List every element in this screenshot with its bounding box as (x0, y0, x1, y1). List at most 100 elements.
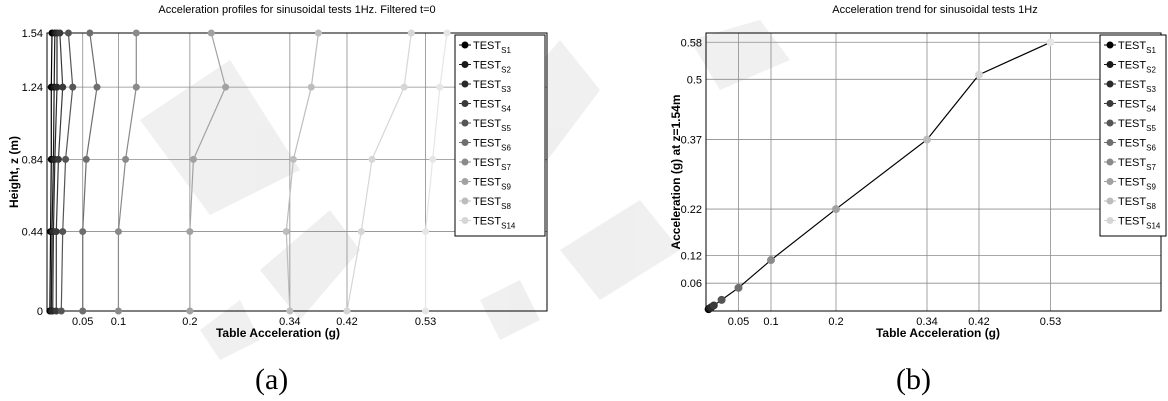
legend-marker (461, 41, 469, 49)
series-s9 (186, 29, 230, 315)
legend-label: TESTS8 (473, 196, 511, 211)
data-point (286, 307, 294, 315)
data-point (69, 83, 77, 91)
legend-marker (461, 158, 469, 166)
x-tick-label: 0.53 (415, 316, 436, 328)
legend-label: TESTS4 (1118, 99, 1156, 114)
data-point (222, 83, 230, 91)
legend-marker (1106, 158, 1114, 166)
legend-marker (1106, 197, 1114, 205)
legend-label: TESTS1 (1118, 40, 1156, 55)
data-point (307, 83, 315, 91)
chart-a-x-axis-label: Table Acceleration (g) (216, 326, 340, 340)
data-point (62, 155, 70, 163)
legend-label: TESTS14 (473, 216, 516, 231)
legend-label: TESTS14 (1118, 216, 1161, 231)
legend-marker (461, 217, 469, 224)
data-point (282, 228, 290, 236)
y-tick-label: 0.12 (681, 250, 702, 262)
data-point (314, 29, 322, 37)
data-point (59, 83, 67, 91)
x-tick-label: 0.34 (916, 316, 937, 328)
legend-marker (461, 197, 469, 205)
data-point (422, 228, 430, 236)
legend-label: TESTS5 (473, 118, 511, 133)
y-tick-label: 0.5 (687, 74, 702, 86)
legend-marker (1106, 41, 1114, 49)
data-point (132, 83, 140, 91)
series-s6 (79, 29, 101, 315)
data-point (57, 307, 65, 315)
legend-label: TESTS6 (473, 138, 511, 153)
data-point (443, 29, 451, 37)
x-tick-label: 0.2 (828, 316, 843, 328)
y-tick-label: 0.84 (22, 154, 43, 166)
data-point (767, 256, 775, 265)
data-point (79, 228, 87, 236)
legend-label: TESTS1 (473, 40, 511, 55)
series-s5 (57, 29, 77, 315)
legend-marker (461, 80, 469, 88)
legend-label: TESTS6 (1118, 138, 1156, 153)
chart-a-title: Acceleration profiles for sinusoidal tes… (158, 4, 435, 16)
legend-label: TESTS4 (473, 99, 511, 114)
y-tick-label: 0.37 (681, 135, 702, 147)
data-point (357, 228, 365, 236)
chart-b-plot-frame (705, 32, 1162, 312)
legend-label: TESTS2 (473, 60, 511, 75)
data-point (54, 155, 62, 163)
data-point (56, 29, 64, 37)
y-tick-label: 0.58 (681, 37, 702, 49)
data-point (422, 307, 430, 315)
chart-a-series (46, 29, 451, 315)
series-s14 (343, 29, 415, 315)
x-tick-label: 0.2 (182, 316, 197, 328)
data-point (114, 307, 122, 315)
x-tick-label: 0.1 (763, 316, 778, 328)
legend-label: TESTS3 (473, 79, 511, 94)
data-point (975, 70, 983, 79)
x-tick-label: 0.1 (111, 316, 126, 328)
y-tick-label: 1.24 (22, 82, 43, 94)
chart-b-series (704, 38, 1055, 314)
data-point (368, 155, 376, 163)
data-point (407, 29, 415, 37)
chart-a-legend: TESTS1 TESTS2 TESTS3 TESTS4 TESTS5 TESTS6 TEST… (454, 34, 546, 237)
data-point (923, 135, 931, 144)
chart-b-grid (706, 33, 1161, 311)
data-point (114, 228, 122, 236)
legend-marker (461, 178, 469, 185)
legend-label: TESTS7 (473, 157, 511, 172)
data-point (709, 301, 718, 310)
data-point (86, 29, 94, 37)
data-point (207, 29, 215, 37)
y-tick-label: 0.22 (681, 204, 702, 216)
y-tick-label: 1.54 (22, 28, 43, 40)
data-point (1046, 38, 1055, 47)
x-tick-label: 0.05 (728, 316, 749, 328)
data-point (93, 83, 101, 91)
data-point (186, 307, 194, 315)
legend-marker (461, 119, 469, 127)
legend-marker (1106, 139, 1114, 146)
series-s8 (282, 29, 322, 315)
legend-marker (1106, 100, 1114, 107)
series-s7 (114, 29, 140, 315)
y-tick-label: 0 (37, 306, 43, 318)
data-point (64, 29, 72, 37)
legend-marker (461, 139, 469, 146)
data-point (343, 307, 351, 315)
data-point (82, 155, 90, 163)
data-point (289, 155, 297, 163)
legend-label: TESTS5 (1118, 118, 1156, 133)
series-extra (422, 29, 451, 315)
x-tick-label: 0.53 (1040, 316, 1061, 328)
x-tick-label: 0.42 (336, 316, 357, 328)
chart-a-y-ticks: 0 0.44 0.84 1.24 1.54 (22, 28, 43, 318)
y-tick-label: 0.06 (681, 278, 702, 290)
data-point (59, 228, 67, 236)
caption-a: (a) (255, 363, 289, 396)
data-point (436, 83, 444, 91)
legend-label: TESTS2 (1118, 60, 1156, 75)
